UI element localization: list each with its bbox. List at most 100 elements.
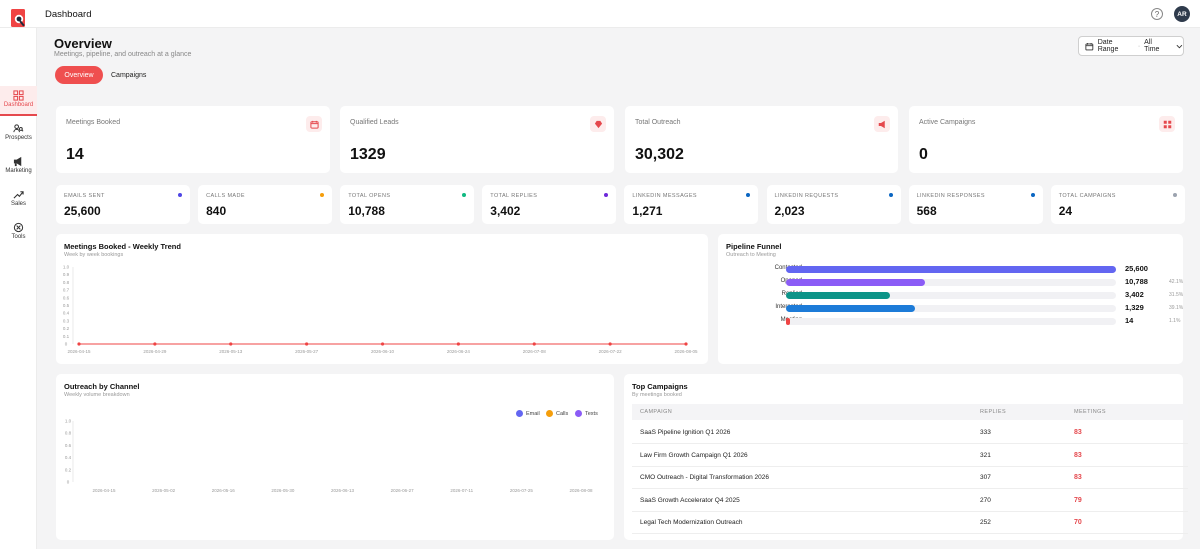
stat-label: TOTAL CAMPAIGNS	[1058, 193, 1116, 199]
tab-campaigns[interactable]: Campaigns	[111, 71, 147, 79]
table-row[interactable]: CMO Outreach - Digital Transformation 20…	[632, 467, 1188, 489]
x-tick-label: 2026-06-13	[331, 488, 355, 493]
page-title: Overview	[54, 36, 112, 51]
trend-icon	[13, 191, 24, 199]
data-point[interactable]	[229, 342, 233, 346]
legend-item-calls[interactable]: Calls	[546, 410, 568, 417]
funnel-track	[786, 266, 1116, 273]
sidebar-item-sales[interactable]: Sales	[0, 185, 37, 215]
sidebar-item-tools[interactable]: Tools	[0, 218, 37, 248]
page-subtitle: Meetings, pipeline, and outreach at a gl…	[54, 51, 192, 58]
sidebar-item-dashboard[interactable]: Dashboard	[0, 86, 37, 116]
chevron-down-icon	[1176, 44, 1183, 48]
y-tick-label: 0.8	[63, 280, 70, 285]
y-tick-label: 0.4	[63, 311, 70, 316]
stat-label: LINKEDIN RESPONSES	[916, 193, 985, 199]
y-tick-label: 0.2	[65, 467, 72, 472]
campaign-name: CMO Outreach - Digital Transformation 20…	[640, 474, 769, 481]
y-tick-label: 0.3	[63, 318, 70, 323]
date-range-select[interactable]: Date Range · All Time	[1078, 36, 1184, 56]
panel-title: Outreach by Channel	[64, 382, 140, 391]
funnel-row: Meeting141.1%	[718, 315, 1188, 327]
panel-title: Meetings Booked - Weekly Trend	[64, 242, 181, 251]
funnel-bar	[786, 279, 925, 286]
column-header-meetings[interactable]: MEETINGS	[1074, 409, 1106, 415]
sidebar-item-marketing[interactable]: Marketing	[0, 152, 37, 182]
column-header-campaign[interactable]: CAMPAIGN	[640, 409, 673, 415]
stat-indicator-dot	[746, 193, 751, 197]
data-point[interactable]	[532, 342, 536, 346]
grid-icon	[13, 90, 24, 101]
kpi-label: Active Campaigns	[919, 119, 976, 126]
stat-value: 10,788	[348, 204, 385, 218]
stat-value: 1,271	[632, 204, 663, 218]
panel-subtitle: By meetings booked	[632, 392, 682, 398]
app-logo[interactable]	[9, 7, 29, 33]
data-point[interactable]	[380, 342, 385, 346]
x-tick-label: 2026-05-02	[152, 488, 176, 493]
sidebar: Dashboard Prospects Marketing Sales Tool…	[0, 28, 37, 549]
stat-label: CALLS MADE	[206, 193, 245, 199]
data-point[interactable]	[77, 342, 81, 346]
table-row[interactable]: SaaS Pipeline Ignition Q1 2026 333 83	[632, 422, 1188, 444]
campaign-meetings: 83	[1074, 429, 1082, 436]
y-tick-label: 1.0	[63, 265, 70, 270]
users-search-icon	[13, 124, 24, 133]
funnel-bar	[786, 305, 916, 312]
y-tick-label: 0.1	[63, 334, 70, 339]
campaign-meetings: 70	[1074, 519, 1082, 526]
tab-overview[interactable]: Overview	[55, 66, 103, 84]
top-campaigns-panel: Top Campaigns By meetings booked CAMPAIG…	[624, 374, 1188, 540]
column-header-replies[interactable]: REPLIES	[980, 409, 1007, 415]
gem-icon	[590, 116, 606, 132]
date-range-separator: ·	[1137, 42, 1141, 50]
y-tick-label: 0.6	[65, 443, 72, 448]
campaign-replies: 270	[980, 496, 991, 504]
legend-item-email[interactable]: Email	[516, 410, 540, 417]
table-row[interactable]: Law Firm Growth Campaign Q1 2026 321 83	[632, 445, 1188, 467]
y-tick-label: 0.9	[63, 272, 70, 277]
kpi-label: Meetings Booked	[66, 119, 121, 126]
sidebar-item-label: Marketing	[5, 168, 32, 174]
data-point[interactable]	[608, 342, 612, 346]
campaign-meetings: 83	[1074, 474, 1082, 481]
table-row[interactable]: Legal Tech Modernization Outreach 252 70	[632, 512, 1188, 534]
stat-value: 3,402	[490, 204, 521, 218]
legend-label: Texts	[585, 410, 598, 417]
funnel-percent: 42.1%	[1169, 279, 1184, 285]
panel-title: Pipeline Funnel	[726, 242, 782, 251]
x-tick-label: 2026-05-27	[295, 349, 319, 354]
stat-card: LINKEDIN RESPONSES 568	[908, 185, 1043, 224]
data-point[interactable]	[456, 342, 460, 346]
kpi-card-meetings-booked: Meetings Booked 14	[56, 106, 330, 173]
sidebar-item-prospects[interactable]: Prospects	[0, 119, 37, 149]
stat-card: TOTAL REPLIES 3,402	[482, 185, 617, 224]
x-tick-label: 2026-04-15	[67, 349, 91, 354]
campaign-name: SaaS Pipeline Ignition Q1 2026	[640, 429, 731, 436]
funnel-track	[786, 279, 1116, 286]
tools-icon	[13, 222, 24, 233]
panel-title: Top Campaigns	[632, 382, 688, 391]
stat-label: LINKEDIN MESSAGES	[632, 193, 697, 199]
data-point[interactable]	[153, 342, 157, 346]
funnel-value: 14	[1125, 316, 1134, 325]
legend-item-texts[interactable]: Texts	[575, 410, 598, 417]
y-tick-label: 0	[67, 480, 70, 485]
stat-value: 568	[916, 204, 937, 218]
y-tick-label: 0.7	[63, 288, 70, 293]
stat-card: CALLS MADE 840	[198, 185, 333, 224]
table-row[interactable]: SaaS Growth Accelerator Q4 2025 270 79	[632, 490, 1188, 512]
help-icon[interactable]: ?	[1151, 8, 1163, 20]
campaign-replies: 333	[980, 429, 991, 436]
y-tick-label: 0	[65, 342, 68, 347]
campaign-replies: 321	[980, 451, 991, 459]
avatar[interactable]: AR	[1174, 6, 1190, 22]
sidebar-item-label: Dashboard	[3, 102, 34, 108]
weekly-trend-chart: 0 0.1 0.2 0.3 0.4 0.5 0.6 0.7 0.8 0.9 1.0 2026-04-1…	[63, 265, 698, 355]
funnel-percent: 31.5%	[1169, 292, 1184, 298]
panel-subtitle: Outreach to Meeting	[726, 252, 776, 258]
data-point[interactable]	[305, 342, 309, 346]
data-point[interactable]	[684, 342, 688, 346]
stat-card: TOTAL OPENS 10,788	[340, 185, 475, 224]
funnel-value: 1,329	[1125, 303, 1144, 312]
